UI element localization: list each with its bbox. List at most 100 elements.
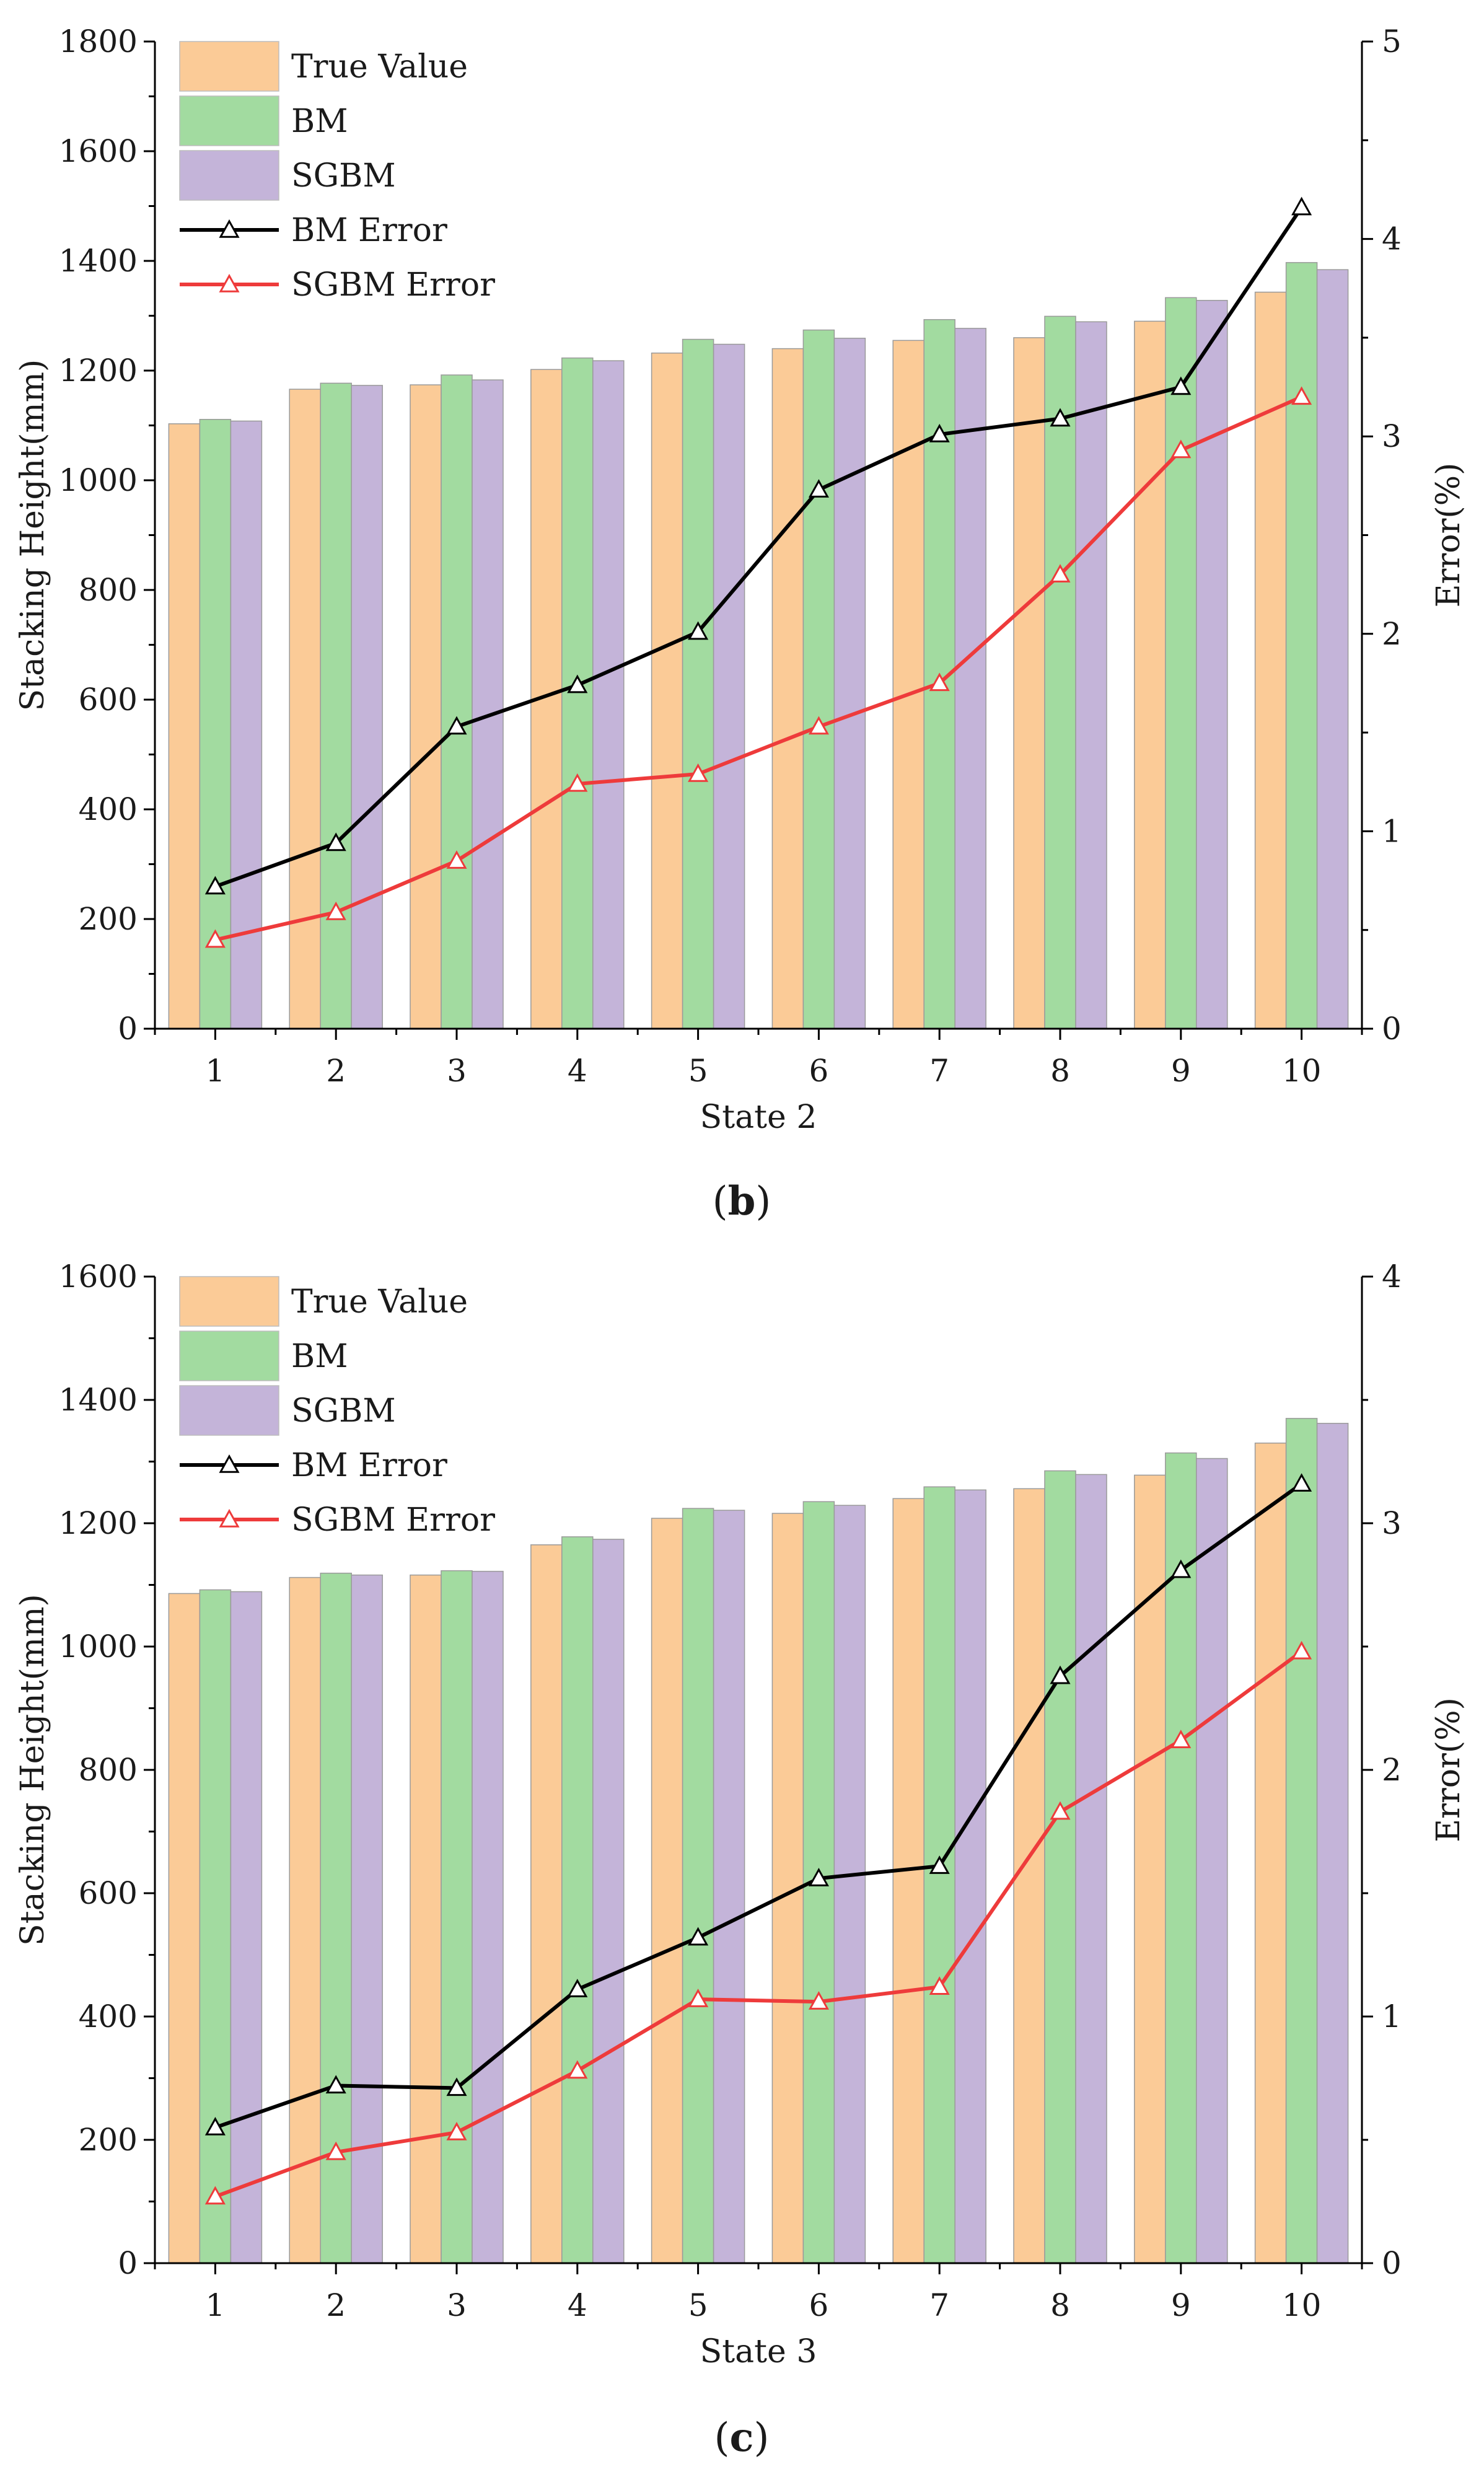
bar	[351, 385, 383, 1029]
bar	[441, 1570, 473, 2264]
y2-tick-label: 1	[1382, 1999, 1402, 2034]
x-tick-label: 6	[809, 2287, 828, 2323]
bar	[472, 1570, 504, 2264]
point-marker	[446, 2121, 467, 2140]
bar	[1134, 320, 1166, 1029]
point-marker	[1170, 1559, 1192, 1578]
caption-letter: c	[730, 2414, 754, 2461]
bar	[351, 1574, 383, 2264]
caption: (c)	[714, 2414, 770, 2461]
point-marker	[1291, 386, 1312, 405]
y-tick-label: 1200	[59, 1505, 138, 1541]
x-tick-label: 9	[1171, 2287, 1191, 2323]
point-marker	[204, 2117, 226, 2136]
legend-marker	[219, 1454, 240, 1473]
point-marker	[567, 674, 588, 693]
y-tick-label: 0	[118, 1011, 138, 1047]
legend-swatch	[179, 41, 279, 92]
point-marker	[325, 2075, 346, 2094]
legend-label: True Value	[291, 1283, 468, 1321]
bar	[1254, 1442, 1287, 2264]
bar	[1285, 262, 1318, 1029]
legend-label: BM Error	[291, 1447, 447, 1484]
x-tick-label: 8	[1050, 1053, 1070, 1089]
bar-layer	[168, 262, 1349, 1029]
point-marker	[204, 876, 226, 895]
y-tick-label: 1600	[59, 133, 138, 169]
x-tick-label: 1	[205, 2287, 225, 2323]
point-marker	[688, 621, 709, 640]
bar	[1285, 1418, 1318, 2264]
bar	[230, 1591, 263, 2264]
y-tick-label: 1600	[59, 1259, 138, 1295]
x-tick-label: 10	[1282, 1053, 1322, 1089]
legend-label: SGBM	[291, 157, 396, 195]
bar	[1196, 1458, 1228, 2264]
y-tick-label: 400	[79, 1999, 138, 2034]
bar	[441, 374, 473, 1029]
bar	[833, 338, 866, 1029]
bar	[410, 384, 442, 1029]
point-marker	[808, 1868, 829, 1886]
point-marker	[1050, 408, 1071, 427]
caption-open-paren: (	[713, 1179, 728, 1225]
bar	[530, 1544, 563, 2264]
bar-series-sgbm	[230, 1423, 1349, 2264]
bar	[713, 1510, 745, 2264]
point-marker	[1170, 376, 1192, 395]
bar	[1044, 315, 1076, 1029]
point-marker	[1050, 1665, 1071, 1684]
caption-close-paren: )	[755, 1179, 771, 1225]
point-marker	[567, 2060, 588, 2079]
y-tick-label: 1400	[59, 243, 138, 279]
x-tick-label: 6	[809, 1053, 828, 1089]
legend-label: SGBM Error	[291, 1502, 495, 1539]
bar	[410, 1574, 442, 2264]
y2-tick-label: 1	[1382, 813, 1402, 849]
point-marker	[929, 1855, 950, 1874]
x-tick-label: 3	[447, 1053, 467, 1089]
x-tick-label: 2	[326, 1053, 346, 1089]
point-marker	[1050, 564, 1071, 583]
legend-swatch	[179, 95, 279, 146]
bar	[168, 1593, 201, 2264]
y2-axis-title: Error(%)	[1430, 463, 1467, 608]
x-tick-label: 7	[929, 2287, 949, 2323]
bar	[561, 1536, 594, 2264]
point-marker	[204, 2186, 226, 2205]
bar	[833, 1505, 866, 2264]
point-marker	[1291, 196, 1312, 216]
point-marker	[808, 716, 829, 735]
point-marker	[1050, 1801, 1071, 1820]
bar	[230, 420, 263, 1029]
x-tick-label: 10	[1282, 2287, 1322, 2323]
chart-state-3: 0 200 400 600 800 1000 1200 1400 1600 0 1 2 3 4 1 2 3 4 5 6…	[14, 1259, 1467, 2461]
bar	[199, 1589, 232, 2264]
legend-marker	[219, 1508, 240, 1528]
caption-letter: b	[728, 1178, 756, 1225]
bar	[592, 360, 625, 1029]
legend-swatch	[179, 1385, 279, 1436]
y2-tick-label: 0	[1382, 1011, 1402, 1047]
legend-swatch	[179, 150, 279, 201]
legend-label: True Value	[291, 48, 468, 86]
point-marker	[688, 763, 709, 782]
bar-series-bm	[199, 1418, 1318, 2264]
legend-marker	[219, 219, 240, 238]
y2-tick-label: 3	[1382, 418, 1402, 454]
bar-layer	[168, 1418, 1349, 2264]
bar	[1316, 1423, 1349, 2264]
y2-tick-label: 0	[1382, 2245, 1402, 2281]
x-tick-label: 8	[1050, 2287, 1070, 2323]
point-marker	[325, 901, 346, 920]
y-tick-label: 800	[79, 572, 138, 608]
point-marker	[1170, 439, 1192, 459]
bar	[1075, 1474, 1107, 2264]
bar	[320, 382, 352, 1029]
y-tick-label: 1800	[59, 24, 138, 59]
bar	[1013, 1488, 1045, 2264]
point-marker	[567, 1979, 588, 1997]
y-tick-label: 200	[79, 2122, 138, 2158]
bar	[1075, 321, 1107, 1029]
